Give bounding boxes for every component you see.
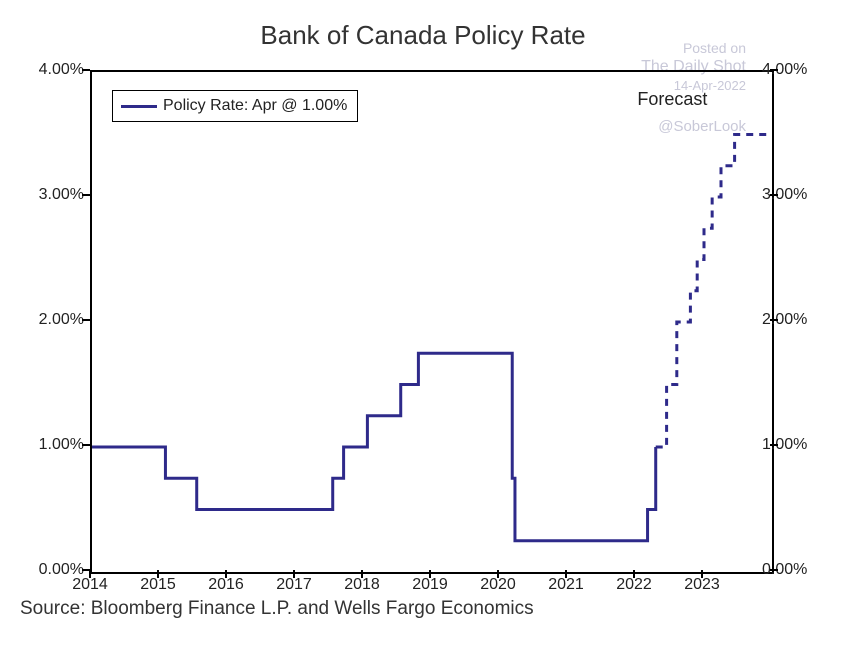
y-tick-mark (770, 569, 778, 571)
y-tick-mark (770, 69, 778, 71)
y-axis-label-left: 3.00% (24, 186, 84, 204)
x-tick-mark (565, 570, 567, 578)
legend-line-swatch (121, 105, 157, 108)
y-axis-label-left: 2.00% (24, 311, 84, 329)
y-axis-label-left: 4.00% (24, 61, 84, 79)
legend-box: Policy Rate: Apr @ 1.00% (112, 90, 358, 122)
chart-svg (92, 72, 772, 572)
x-axis-label: 2022 (616, 576, 652, 594)
x-tick-mark (429, 570, 431, 578)
legend-label: Policy Rate: Apr @ 1.00% (163, 97, 347, 115)
y-tick-mark (82, 69, 90, 71)
x-axis-label: 2017 (276, 576, 312, 594)
source-text: Source: Bloomberg Finance L.P. and Wells… (20, 598, 534, 620)
x-tick-mark (225, 570, 227, 578)
x-axis-label: 2014 (72, 576, 108, 594)
x-axis-label: 2020 (480, 576, 516, 594)
x-tick-mark (293, 570, 295, 578)
x-tick-mark (497, 570, 499, 578)
y-tick-mark (770, 444, 778, 446)
x-axis-label: 2015 (140, 576, 176, 594)
x-tick-mark (157, 570, 159, 578)
plot-area (90, 70, 774, 574)
y-tick-mark (82, 194, 90, 196)
x-tick-mark (633, 570, 635, 578)
policy-rate-historical-line (92, 353, 656, 541)
x-axis-label: 2019 (412, 576, 448, 594)
y-tick-mark (82, 444, 90, 446)
y-axis-label-left: 1.00% (24, 436, 84, 454)
x-axis-label: 2021 (548, 576, 584, 594)
x-axis-label: 2023 (684, 576, 720, 594)
policy-rate-forecast-line (656, 135, 769, 448)
chart-container: Bank of Canada Policy Rate Posted on The… (0, 0, 846, 657)
watermark-posted: Posted on (683, 40, 746, 56)
y-tick-mark (770, 319, 778, 321)
y-tick-mark (82, 319, 90, 321)
x-tick-mark (89, 570, 91, 578)
x-axis-label: 2018 (344, 576, 380, 594)
x-tick-mark (701, 570, 703, 578)
forecast-label: Forecast (637, 89, 707, 110)
x-tick-mark (361, 570, 363, 578)
x-axis-label: 2016 (208, 576, 244, 594)
y-tick-mark (770, 194, 778, 196)
